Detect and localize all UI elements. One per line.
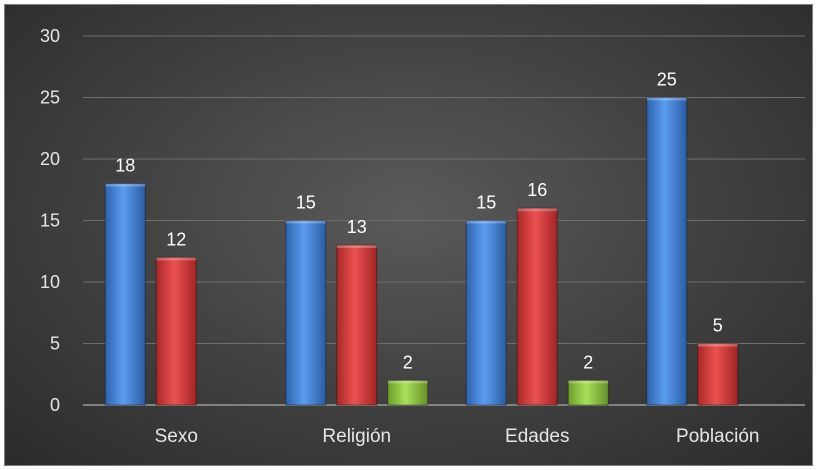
data-label: 2: [403, 352, 413, 372]
data-label: 5: [713, 316, 723, 336]
y-tick-label: 15: [40, 211, 60, 231]
data-label: 15: [296, 193, 316, 213]
data-label: 13: [347, 217, 367, 237]
bar-highlight: [156, 257, 197, 261]
x-category-label: Población: [676, 426, 759, 447]
data-label: 16: [527, 180, 547, 200]
bar: [646, 97, 688, 406]
bar: [285, 220, 327, 406]
bar: [387, 379, 429, 406]
bar: [697, 343, 739, 406]
bar-highlight: [336, 245, 377, 249]
x-category-label: Edades: [505, 426, 569, 447]
y-tick-label: 30: [40, 26, 60, 46]
y-tick-label: 25: [40, 88, 60, 108]
bar: [336, 244, 378, 406]
bar: [567, 379, 609, 406]
bar-highlight: [646, 97, 687, 101]
bar-highlight: [285, 220, 326, 224]
data-label: 18: [115, 156, 135, 176]
bar: [465, 220, 507, 406]
x-category-label: Religión: [322, 426, 391, 447]
bar-highlight: [105, 183, 146, 187]
y-tick-label: 5: [50, 334, 60, 354]
bar-highlight: [568, 380, 609, 384]
y-tick-label: 0: [50, 395, 60, 415]
bar-highlight: [517, 208, 558, 212]
y-tick-label: 20: [40, 149, 60, 169]
data-label: 12: [166, 229, 186, 249]
bar-highlight: [387, 380, 428, 384]
bar-highlight: [466, 220, 507, 224]
bar-chart: 0 5 10 15 20 25 30 18 12 Sexo 15 13 2 Religión 15 16 2 Ed…: [40, 26, 805, 447]
data-label: 15: [476, 193, 496, 213]
x-category-label: Sexo: [155, 426, 198, 447]
bar-highlight: [697, 343, 738, 347]
data-label: 2: [583, 352, 593, 372]
bar: [155, 256, 197, 406]
data-label: 25: [657, 70, 677, 90]
chart-container: 0 5 10 15 20 25 30 18 12 Sexo 15 13 2 Religión 15 16 2 Ed…: [4, 4, 813, 466]
bar: [104, 183, 146, 406]
y-tick-label: 10: [40, 272, 60, 292]
bar: [516, 207, 558, 406]
